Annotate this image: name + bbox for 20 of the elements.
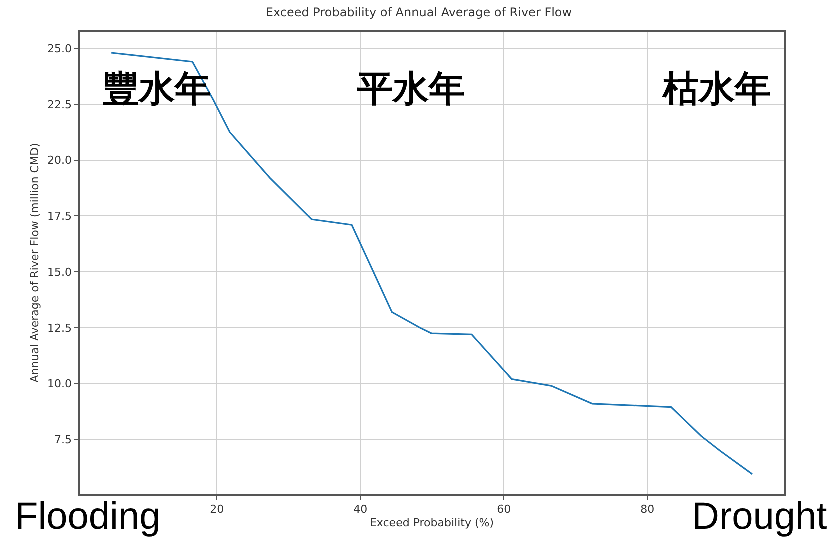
y-tick-label: 17.5	[48, 210, 72, 224]
y-tick-label: 25.0	[48, 42, 72, 56]
y-tick-label: 12.5	[48, 322, 72, 335]
y-tick-label: 20.0	[48, 154, 72, 168]
y-tick-label: 15.0	[48, 266, 72, 279]
y-axis-title: Annual Average of River Flow (million CMD)	[28, 143, 42, 383]
x-tick-label: 80	[640, 502, 655, 516]
annotation: 豐水年	[103, 69, 211, 110]
annotation: 平水年	[357, 69, 465, 110]
text: Drought	[692, 496, 828, 538]
text: Flooding	[15, 496, 161, 538]
y-tick-label: 10.0	[48, 378, 72, 391]
y-tick-label: 22.5	[48, 98, 72, 112]
x-tick-label: 20	[210, 502, 224, 516]
chart-title: Exceed Probability of Annual Average of River Flow	[266, 6, 572, 20]
x-tick-label: 60	[497, 502, 512, 516]
y-tick-label: 7.5	[54, 434, 72, 447]
annotation: 枯水年	[662, 69, 771, 110]
x-axis-title: Exceed Probability (%)	[370, 516, 494, 530]
x-tick-label: 40	[354, 502, 368, 516]
